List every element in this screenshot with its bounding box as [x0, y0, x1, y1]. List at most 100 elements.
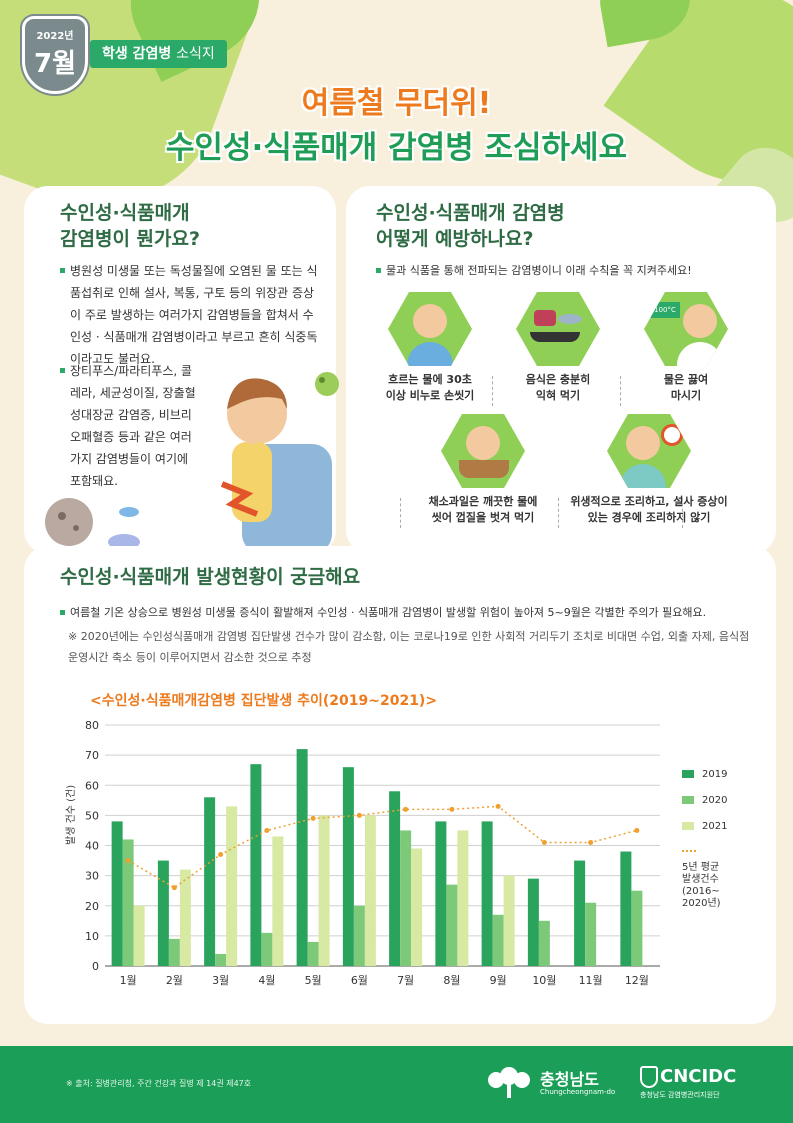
section2-bullet1: 물과 식품을 통해 전파되는 감염병이니 이래 수칙을 꼭 지켜주세요!: [376, 260, 766, 282]
bar-2019-4: [250, 764, 262, 966]
bar-2019-6: [342, 767, 354, 966]
germ-illustration: [45, 498, 140, 550]
y-tick-label: 20: [85, 900, 99, 913]
section3-bullet1: 여름철 기온 상승으로 병원성 미생물 증식이 활발해져 수인성 · 식품매개 …: [60, 602, 760, 624]
avg-point-1: [125, 858, 131, 864]
avg-point-7: [403, 806, 409, 812]
section1-bullet2: 장티푸스/파라티푸스, 콜레라, 세균성이질, 장출혈성대장균 감염증, 비브리…: [60, 360, 200, 492]
legend-swatch: [682, 796, 694, 804]
x-tick-label: 7월: [397, 974, 414, 987]
bar-2021-8: [457, 830, 469, 966]
bar-2019-9: [481, 821, 493, 966]
province-name-en: Chungcheongnam-do: [540, 1088, 616, 1096]
section3-heading: 수인성·식품매개 발생현황이 궁금해요: [60, 566, 361, 588]
bar-2019-8: [435, 821, 447, 966]
chart-y-label: 발생 건수 (건): [66, 784, 77, 845]
legend-item-avg: 5년 평균 발생건수 (2016~ 2020년): [682, 862, 721, 910]
divider: [558, 498, 559, 528]
y-tick-label: 40: [85, 840, 99, 853]
x-tick-label: 8월: [443, 974, 460, 987]
badge-year: 2022년: [36, 31, 74, 42]
badge-month: 7월: [33, 49, 76, 79]
bar-2019-11: [574, 860, 586, 966]
legend-label: 2020: [702, 795, 728, 806]
avg-point-12: [634, 827, 640, 833]
bar-2020-2: [168, 938, 180, 966]
bar-2019-2: [157, 860, 169, 966]
legend-avg-line1: 5년 평균: [682, 862, 720, 873]
y-tick-label: 60: [85, 779, 99, 792]
divider: [682, 498, 683, 528]
boiled-water-icon: 100°C: [644, 292, 728, 366]
tag-main: 학생 감염병: [102, 46, 172, 62]
avg-point-4: [264, 827, 270, 833]
cooking-pan-icon: [516, 292, 600, 366]
org-name: CNCIDC: [660, 1066, 737, 1087]
bar-2020-10: [538, 920, 550, 966]
x-tick-label: 6월: [351, 974, 368, 987]
avg-line: [127, 805, 638, 889]
avg-point-10: [541, 839, 547, 845]
x-tick-label: 1월: [120, 974, 137, 987]
x-tick-label: 10월: [532, 974, 556, 987]
avg-point-11: [588, 839, 594, 845]
y-tick-label: 30: [85, 870, 99, 883]
bar-2021-7: [411, 848, 423, 966]
province-name: 충청남도: [540, 1070, 599, 1089]
what-is-card: 수인성·식품매개 감염병이 뭔가요? 병원성 미생물 또는 독성물질에 오염된 …: [24, 186, 339, 554]
tip-cook-food-line2: 익혀 먹기: [535, 389, 581, 402]
x-tick-label: 4월: [258, 974, 275, 987]
x-tick-label: 5월: [305, 974, 322, 987]
legend-avg-line2: 발생건수: [682, 874, 719, 885]
y-tick-label: 0: [92, 960, 99, 973]
tip-wash-vegetables: 채소과일은 깨끗한 물에 씻어 껍질을 벗겨 먹기: [408, 414, 558, 526]
tip-cook-food-line1: 음식은 충분히: [525, 373, 591, 386]
bar-2020-7: [400, 830, 412, 966]
legend-item-2020: 2020: [682, 795, 727, 806]
tip-boil-water-line2: 마시기: [670, 389, 702, 402]
bar-2020-5: [307, 941, 319, 966]
bar-2019-5: [296, 749, 308, 966]
x-tick-label: 11월: [579, 974, 603, 987]
tip-boil-water: 100°C 물은 끓여 마시기: [626, 292, 746, 404]
section1-heading: 수인성·식품매개 감염병이 뭔가요?: [60, 200, 200, 252]
legend-item-avg-marker: [682, 846, 704, 857]
tip-wash-vegetables-line2: 씻어 껍질을 벗겨 먹기: [431, 511, 535, 524]
bar-2020-1: [122, 839, 134, 966]
source-note: ※ 출처: 질병관리청, 주간 건강과 질병 제 14권 제47호: [66, 1079, 252, 1088]
outbreak-chart: 0 10 20 30 40 50 60 70 80 1월 2월 3월 4월 5월 6월 7월 8월 9월 10월 11…: [85, 719, 660, 987]
legend-swatch: [682, 822, 694, 830]
issue-badge: 2022년 7월: [22, 16, 88, 94]
avg-point-5: [310, 815, 316, 821]
tip-cook-food: 음식은 충분히 익혀 먹기: [498, 292, 618, 404]
bar-2021-2: [179, 869, 191, 966]
prevention-card: 수인성·식품매개 감염병 어떻게 예방하나요? 물과 식품을 통해 전파되는 감…: [346, 186, 776, 554]
bar-2019-3: [204, 797, 216, 966]
divider: [400, 498, 401, 528]
section3-note: ※ 2020년에는 수인성식품매개 감염병 집단발생 건수가 많이 감소함, 이…: [68, 630, 750, 664]
bar-2020-4: [261, 932, 273, 966]
avg-point-8: [449, 806, 455, 812]
divider: [620, 376, 621, 406]
legend-label: 2019: [702, 769, 728, 780]
x-tick-label: 2월: [166, 974, 183, 987]
page-title-line2: 수인성·식품매개 감염병 조심하세요: [165, 130, 628, 166]
tip-hygienic-cooking: 위생적으로 조리하고, 설사 증상이 있는 경우에 조리하지 않기: [564, 414, 734, 526]
bar-2020-6: [353, 905, 365, 966]
page-title-line1: 여름철 무더위!: [301, 86, 492, 121]
thermo-label: 100°C: [650, 302, 680, 318]
x-tick-label: 3월: [212, 974, 229, 987]
chart-title: <수인성·식품매개감염병 집단발생 추이(2019~2021)>: [90, 693, 438, 709]
avg-point-6: [356, 812, 362, 818]
y-tick-label: 10: [85, 930, 99, 943]
org-shield-icon: [640, 1066, 658, 1088]
section2-heading-line1: 수인성·식품매개 감염병: [376, 202, 565, 224]
shield-icon: 2022년 7월: [22, 16, 88, 94]
tip-wash-vegetables-line1: 채소과일은 깨끗한 물에: [428, 495, 538, 508]
legend-dotted-line: [682, 850, 696, 852]
bar-2021-3: [226, 806, 238, 966]
bar-2021-9: [503, 875, 515, 966]
vegetable-basket-icon: [441, 414, 525, 488]
section1-heading-line1: 수인성·식품매개: [60, 202, 190, 224]
avg-point-2: [171, 885, 177, 891]
